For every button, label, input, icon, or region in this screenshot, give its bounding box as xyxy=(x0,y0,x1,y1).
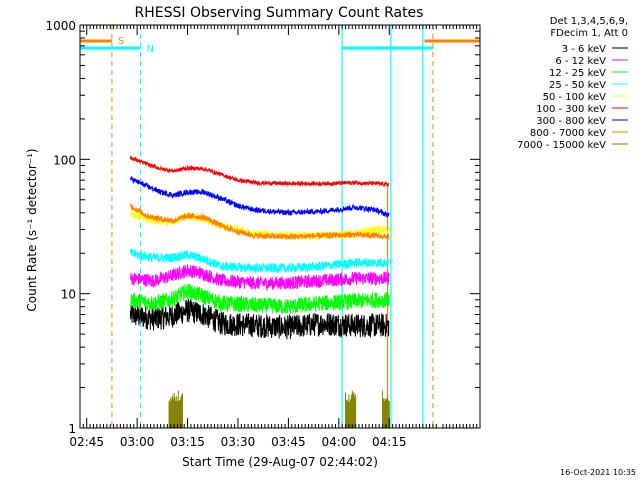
x-tick-label: 04:15 xyxy=(372,435,407,449)
y-tick-label: 10 xyxy=(61,288,76,302)
series-300-800-keV-trace xyxy=(129,176,390,218)
legend-label: 7000 - 15000 keV xyxy=(517,140,606,151)
timestamp: 16-Oct-2021 10:35 xyxy=(560,468,636,477)
series-line xyxy=(129,283,390,315)
series-line xyxy=(129,155,390,188)
x-tick-label: 03:30 xyxy=(221,435,256,449)
series-100-300-keV-trace xyxy=(129,155,390,188)
x-axis-label: Start Time (29-Aug-07 02:44:02) xyxy=(182,455,378,469)
plot-frame xyxy=(79,24,481,429)
series-12-25-keV-trace xyxy=(129,283,390,315)
legend-entry: 25 - 50 keV xyxy=(549,80,628,91)
y-tick-label: 1 xyxy=(68,422,76,436)
series-line xyxy=(129,248,390,274)
legend-entry: 12 - 25 keV xyxy=(549,68,628,79)
legend-entry: 3 - 6 keV xyxy=(562,44,628,55)
legend-label: 25 - 50 keV xyxy=(549,80,606,91)
legend-entry: 7000 - 15000 keV xyxy=(517,140,628,151)
legend-label: 3 - 6 keV xyxy=(562,44,606,55)
x-tick-label: 03:00 xyxy=(120,435,155,449)
legend-label: 50 - 100 keV xyxy=(543,92,607,103)
series-line xyxy=(129,299,390,340)
legend-label: 300 - 800 keV xyxy=(536,116,606,127)
x-tick-label: 02:45 xyxy=(69,435,104,449)
legend-header-line-2: FDecim 1, Att 0 xyxy=(550,28,628,39)
legend-entry: 300 - 800 keV xyxy=(536,116,628,127)
series-6-12-keV-trace xyxy=(129,264,390,291)
series-3-6-keV-trace xyxy=(129,299,390,340)
legend-header-line-1: Det 1,3,4,5,6,9, xyxy=(550,16,628,27)
legend-label: 100 - 300 keV xyxy=(536,104,606,115)
legend-label: 6 - 12 keV xyxy=(555,56,606,67)
x-tick-label: 03:15 xyxy=(170,435,205,449)
legend-label: 12 - 25 keV xyxy=(549,68,606,79)
legend-label: 800 - 7000 keV xyxy=(530,128,606,139)
night-flag-label: N xyxy=(147,44,154,55)
series-line xyxy=(129,264,390,291)
legend-entry: 100 - 300 keV xyxy=(536,104,628,115)
legend-entry: 50 - 100 keV xyxy=(543,92,628,103)
y-tick-label: 100 xyxy=(53,153,76,167)
legend-entry: 6 - 12 keV xyxy=(555,56,628,67)
series-800-7000-keV-trace xyxy=(129,202,390,241)
saa-flag-label: S xyxy=(118,36,124,47)
series-line xyxy=(129,176,390,218)
chart-title: RHESSI Observing Summary Count Rates xyxy=(135,5,424,21)
y-tick-label: 1000 xyxy=(45,19,76,33)
x-tick-label: 04:00 xyxy=(322,435,357,449)
series-line xyxy=(129,202,390,241)
series-25-50-keV-trace xyxy=(129,248,390,274)
series-7000-15000-keV-bursts xyxy=(168,390,390,428)
x-tick-label: 03:45 xyxy=(271,435,306,449)
y-axis-label: Count Rate (s⁻¹ detector⁻¹) xyxy=(25,148,39,311)
legend-entry: 800 - 7000 keV xyxy=(530,128,628,139)
